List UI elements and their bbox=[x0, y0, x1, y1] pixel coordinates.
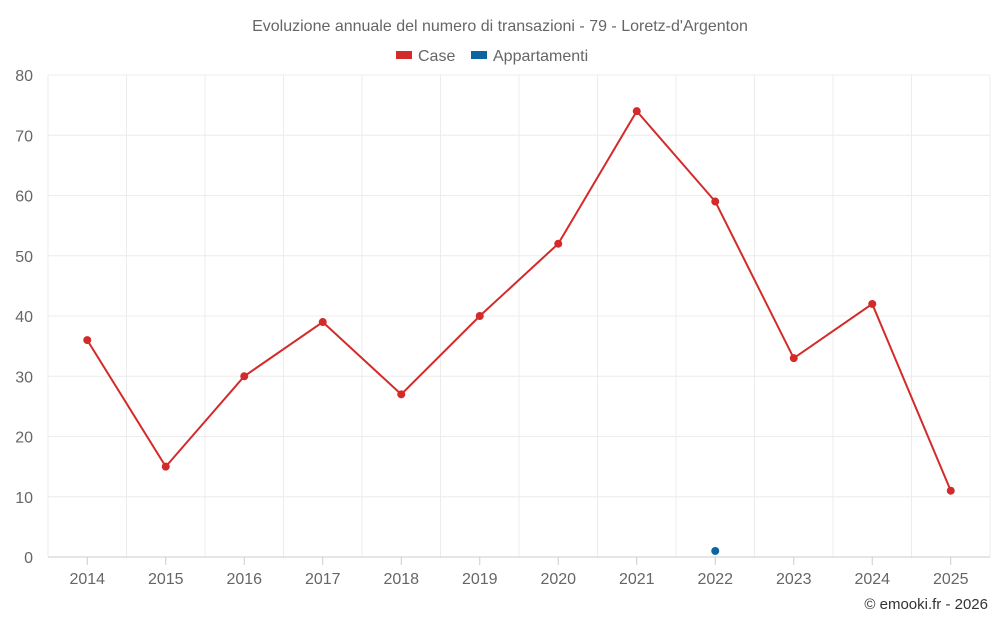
x-tick-label-2025: 2025 bbox=[933, 571, 969, 588]
data-point-case-2021[interactable] bbox=[632, 107, 641, 116]
data-point-case-2016[interactable] bbox=[240, 372, 249, 381]
x-tick-label-2019: 2019 bbox=[462, 571, 498, 588]
data-point-case-2025[interactable] bbox=[946, 486, 955, 495]
y-tick-label: 30 bbox=[15, 369, 33, 386]
x-tick-label-2014: 2014 bbox=[69, 571, 105, 588]
y-tick-label: 60 bbox=[15, 189, 33, 206]
x-tick-label-2022: 2022 bbox=[697, 571, 733, 588]
x-tick-label-2020: 2020 bbox=[540, 571, 576, 588]
data-point-case-2014[interactable] bbox=[83, 336, 92, 345]
x-tick-label-2024: 2024 bbox=[854, 571, 890, 588]
data-point-case-2015[interactable] bbox=[161, 462, 170, 471]
data-point-case-2022[interactable] bbox=[711, 197, 720, 206]
x-tick-label-2021: 2021 bbox=[619, 571, 655, 588]
x-tick-label-2015: 2015 bbox=[148, 571, 184, 588]
data-point-case-2018[interactable] bbox=[397, 390, 406, 399]
data-point-case-2020[interactable] bbox=[554, 239, 563, 248]
x-tick-label-2018: 2018 bbox=[383, 571, 419, 588]
data-point-case-2023[interactable] bbox=[789, 354, 798, 363]
x-tick-label-2017: 2017 bbox=[305, 571, 341, 588]
series-line-case bbox=[86, 109, 952, 492]
data-point-case-2017[interactable] bbox=[318, 318, 327, 327]
data-point-case-2024[interactable] bbox=[868, 299, 877, 308]
legend-label-appartamenti[interactable]: Appartamenti bbox=[493, 48, 588, 65]
y-tick-label: 0 bbox=[24, 550, 33, 567]
x-tick-label-2023: 2023 bbox=[776, 571, 812, 588]
y-tick-label: 70 bbox=[15, 128, 33, 145]
data-point-case-2019[interactable] bbox=[475, 312, 484, 320]
series bbox=[83, 107, 955, 555]
data-point-appartamenti-2022[interactable] bbox=[711, 546, 720, 555]
x-tick-label-2016: 2016 bbox=[226, 571, 262, 588]
y-tick-label: 20 bbox=[15, 430, 33, 447]
y-tick-label: 50 bbox=[15, 249, 33, 266]
legend-label-case[interactable]: Case bbox=[418, 48, 455, 65]
credit-text: © emooki.fr - 2026 bbox=[864, 596, 988, 613]
y-tick-label: 10 bbox=[15, 490, 33, 507]
grid bbox=[47, 74, 991, 557]
legend-swatch-appartamenti bbox=[471, 51, 487, 59]
y-tick-label: 80 bbox=[15, 68, 33, 85]
legend-swatch-case bbox=[396, 51, 412, 59]
chart-title: Evoluzione annuale del numero di transaz… bbox=[252, 18, 748, 35]
legend[interactable]: Case Appartamenti bbox=[396, 48, 588, 65]
y-tick-label: 40 bbox=[15, 309, 33, 326]
axes: 0 10 20 30 40 50 60 70 80 2014 2015 2016 2017 2018 201… bbox=[15, 68, 990, 588]
